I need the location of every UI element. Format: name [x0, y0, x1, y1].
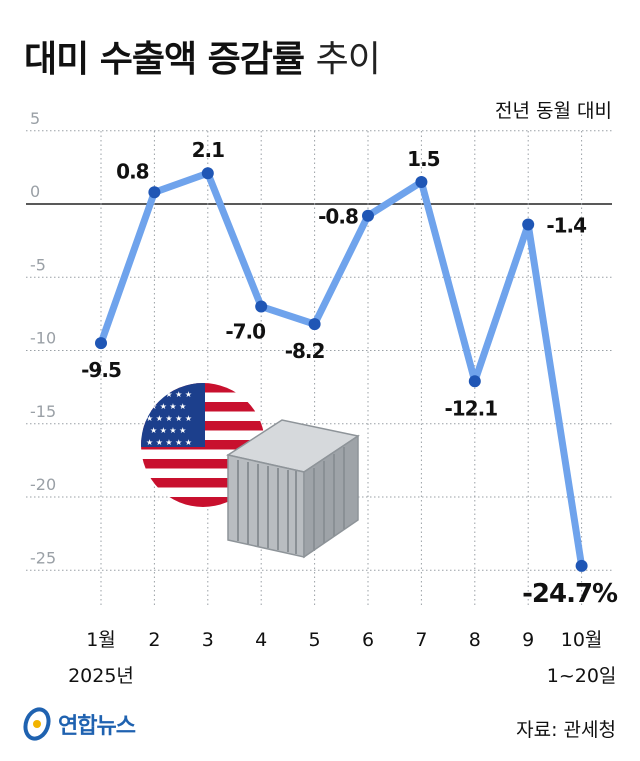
svg-text:★ ★ ★ ★: ★ ★ ★ ★: [150, 426, 186, 435]
x-tick-label: 1월: [86, 629, 116, 651]
data-point: [201, 167, 214, 180]
data-point: [148, 186, 161, 199]
svg-text:★ ★ ★ ★: ★ ★ ★ ★: [150, 402, 186, 411]
data-point: [468, 375, 481, 388]
data-labels: -9.5 0.8 2.1 -7.0 -8.2 -0.8 1.5 -12.1 -1.4 -24.7%: [81, 138, 619, 609]
y-tick-label: -25: [30, 548, 56, 567]
data-label: -0.8: [318, 205, 358, 229]
data-point: [415, 176, 428, 189]
y-tick-label: -5: [30, 255, 46, 274]
x-grid: [100, 131, 583, 608]
data-label: 2.1: [192, 138, 225, 162]
data-point: [308, 318, 321, 331]
x-tick-label: 8: [469, 629, 481, 651]
yonhap-logo: 연합뉴스: [22, 707, 136, 741]
data-point: [95, 337, 107, 350]
svg-text:★ ★ ★ ★ ★: ★ ★ ★ ★ ★: [146, 414, 192, 423]
data-label: 0.8: [116, 159, 149, 183]
title-light: 추이: [315, 39, 381, 80]
y-tick-label: 5: [30, 109, 40, 128]
data-label: -12.1: [444, 396, 497, 420]
series-line: [97, 169, 586, 570]
data-points: [95, 167, 588, 572]
yonhap-logo-icon: [23, 707, 51, 741]
y-grid: 5 0 -5 -10 -15 -20 -25: [26, 109, 612, 571]
data-point: [575, 559, 588, 572]
unit-note: 전년 동월 대비: [495, 100, 612, 122]
x-tick-sublabel: 1~20일: [547, 665, 617, 687]
data-label: -24.7%: [522, 579, 618, 609]
y-tick-label: 0: [30, 182, 40, 201]
illustration-shipping-container-icon: [226, 419, 360, 559]
data-point: [255, 300, 268, 313]
x-tick-label: 9: [522, 629, 534, 651]
title-bold: 대미 수출액 증감률: [24, 39, 305, 80]
x-axis-labels: 1월 2025년 2 3 4 5 6 7 8 9 10월 1~20일: [68, 629, 616, 687]
x-tick-label: 7: [415, 629, 427, 651]
x-tick-label: 2: [148, 629, 160, 651]
x-tick-label: 10월: [561, 629, 603, 651]
logo-text: 연합뉴스: [58, 714, 136, 739]
y-tick-label: -10: [30, 329, 56, 348]
x-tick-sublabel: 2025년: [68, 665, 134, 687]
svg-text:★ ★ ★ ★ ★: ★ ★ ★ ★ ★: [146, 438, 192, 447]
data-label: -7.0: [225, 320, 265, 344]
data-point: [362, 209, 374, 222]
x-tick-label: 3: [202, 629, 214, 651]
svg-text:★ ★ ★ ★ ★: ★ ★ ★ ★ ★: [146, 390, 192, 399]
data-label: -9.5: [81, 358, 121, 382]
x-tick-label: 5: [309, 629, 321, 651]
data-point: [522, 218, 535, 231]
x-tick-label: 4: [255, 629, 267, 651]
data-label: -8.2: [285, 339, 325, 363]
x-tick-label: 6: [362, 629, 374, 651]
data-label: 1.5: [407, 147, 440, 171]
chart-title: 대미 수출액 증감률 추이: [24, 30, 381, 82]
source-note: 자료: 관세청: [516, 719, 616, 741]
data-label: -1.4: [546, 214, 586, 238]
y-tick-label: -15: [30, 402, 56, 421]
y-tick-label: -20: [30, 475, 56, 494]
